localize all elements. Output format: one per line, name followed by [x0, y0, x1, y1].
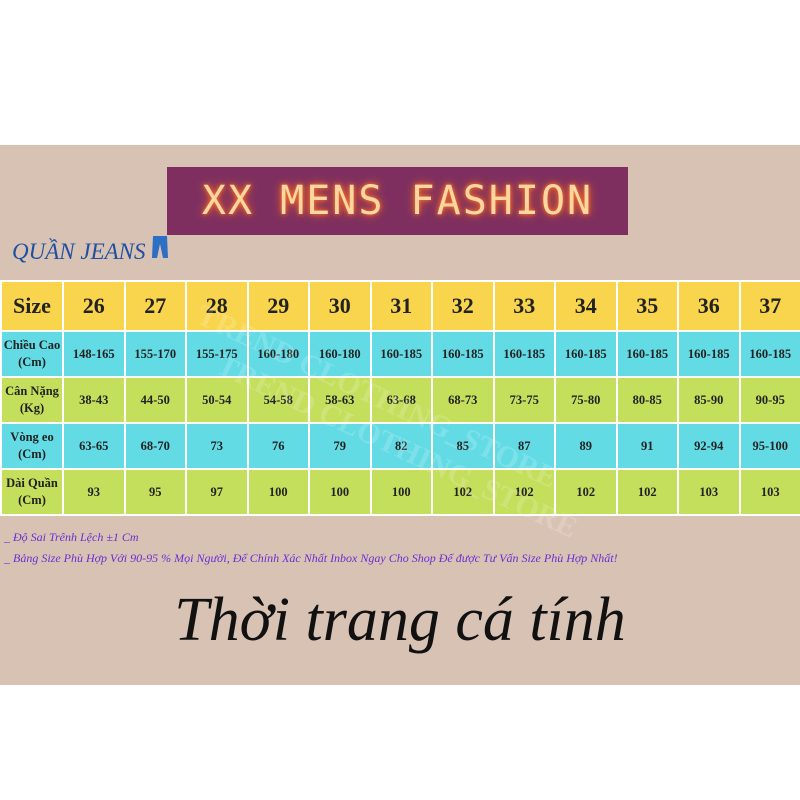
- row-label-line: Chiều Cao: [3, 338, 61, 352]
- table-cell: 50-54: [185, 376, 249, 424]
- row-label-line: Vòng eo: [10, 430, 54, 444]
- table-cell: 92-94: [677, 422, 741, 470]
- table-cell: 63-65: [62, 422, 126, 470]
- row-label: Dài Quần (Cm): [0, 468, 64, 516]
- size-table: Size 26 27 28 29 30 31 32 33 34 35 36 37 Chiều Cao (Cm…: [0, 280, 800, 516]
- header-cell: 31: [369, 280, 433, 332]
- table-cell: 155-175: [185, 330, 249, 378]
- row-label-line: (Kg): [19, 401, 45, 415]
- jeans-icon: [152, 236, 169, 258]
- table-cell: 93: [62, 468, 126, 516]
- table-cell: 89: [554, 422, 618, 470]
- table-cell: 95: [123, 468, 187, 516]
- banner: XX MENS FASHION: [167, 167, 628, 235]
- table-cell: 160-185: [369, 330, 433, 378]
- table-cell: 160-185: [554, 330, 618, 378]
- table-cell: 102: [615, 468, 679, 516]
- table-cell: 102: [554, 468, 618, 516]
- table-row: Dài Quần (Cm) 93 95 97 100 100 100 102 102 102 102 1…: [0, 468, 800, 516]
- row-label-line: Dài Quần: [6, 476, 58, 490]
- table-cell: 160-185: [492, 330, 556, 378]
- table-cell: 38-43: [62, 376, 126, 424]
- table-cell: 63-68: [369, 376, 433, 424]
- table-cell: 85: [431, 422, 495, 470]
- table-row: Cân Nặng (Kg) 38-43 44-50 50-54 54-58 58-63 63-…: [0, 376, 800, 424]
- table-cell: 95-100: [738, 422, 800, 470]
- header-cell: Size: [0, 280, 64, 332]
- header-cell: 35: [615, 280, 679, 332]
- header-cell: 27: [123, 280, 187, 332]
- table-cell: 100: [369, 468, 433, 516]
- table-cell: 80-85: [615, 376, 679, 424]
- table-cell: 155-170: [123, 330, 187, 378]
- table-cell: 58-63: [308, 376, 372, 424]
- table-cell: 75-80: [554, 376, 618, 424]
- banner-title: XX MENS FASHION: [201, 178, 594, 224]
- header-cell: 30: [308, 280, 372, 332]
- slogan: Thời trang cá tính: [174, 586, 626, 654]
- table-cell: 54-58: [246, 376, 310, 424]
- table-cell: 160-185: [677, 330, 741, 378]
- row-label: Cân Nặng (Kg): [0, 376, 64, 424]
- header-row: Size 26 27 28 29 30 31 32 33 34 35 36 37: [0, 280, 800, 332]
- table-cell: 103: [677, 468, 741, 516]
- table-cell: 160-180: [308, 330, 372, 378]
- table-cell: 85-90: [677, 376, 741, 424]
- table-cell: 97: [185, 468, 249, 516]
- table-cell: 68-70: [123, 422, 187, 470]
- table-cell: 79: [308, 422, 372, 470]
- table-cell: 160-185: [738, 330, 800, 378]
- header-cell: 33: [492, 280, 556, 332]
- table-cell: 87: [492, 422, 556, 470]
- header-cell: 37: [738, 280, 800, 332]
- table-cell: 103: [738, 468, 800, 516]
- table-row: Chiều Cao (Cm) 148-165 155-170 155-175 160-18…: [0, 330, 800, 378]
- section-title: QUẦN JEANS: [12, 235, 169, 265]
- header-cell: 28: [185, 280, 249, 332]
- row-label-line: (Cm): [18, 447, 46, 461]
- table-cell: 102: [431, 468, 495, 516]
- section-title-text: QUẦN JEANS: [12, 239, 146, 264]
- table-cell: 160-185: [431, 330, 495, 378]
- table-cell: 44-50: [123, 376, 187, 424]
- row-label: Chiều Cao (Cm): [0, 330, 64, 378]
- header-cell: 29: [246, 280, 310, 332]
- table-cell: 82: [369, 422, 433, 470]
- header-cell: 26: [62, 280, 126, 332]
- table-cell: 160-185: [615, 330, 679, 378]
- table-cell: 148-165: [62, 330, 126, 378]
- table-cell: 73-75: [492, 376, 556, 424]
- table-cell: 102: [492, 468, 556, 516]
- table-cell: 91: [615, 422, 679, 470]
- header-cell: 32: [431, 280, 495, 332]
- table-row: Vòng eo (Cm) 63-65 68-70 73 76 79 82 85 87 89 91 92-…: [0, 422, 800, 470]
- header-cell: 34: [554, 280, 618, 332]
- note: _ Độ Sai Trênh Lệch ±1 Cm: [4, 530, 139, 544]
- row-label-line: (Cm): [18, 493, 46, 507]
- row-label-line: (Cm): [18, 355, 46, 369]
- table-cell: 160-180: [246, 330, 310, 378]
- table-cell: 73: [185, 422, 249, 470]
- header-cell: 36: [677, 280, 741, 332]
- table-cell: 76: [246, 422, 310, 470]
- table-cell: 100: [308, 468, 372, 516]
- table-cell: 100: [246, 468, 310, 516]
- table-cell: 90-95: [738, 376, 800, 424]
- note: _ Bảng Size Phù Hợp Với 90-95 % Mọi Ngườ…: [4, 551, 618, 565]
- row-label-line: Cân Nặng: [5, 384, 59, 398]
- table-cell: 68-73: [431, 376, 495, 424]
- row-label: Vòng eo (Cm): [0, 422, 64, 470]
